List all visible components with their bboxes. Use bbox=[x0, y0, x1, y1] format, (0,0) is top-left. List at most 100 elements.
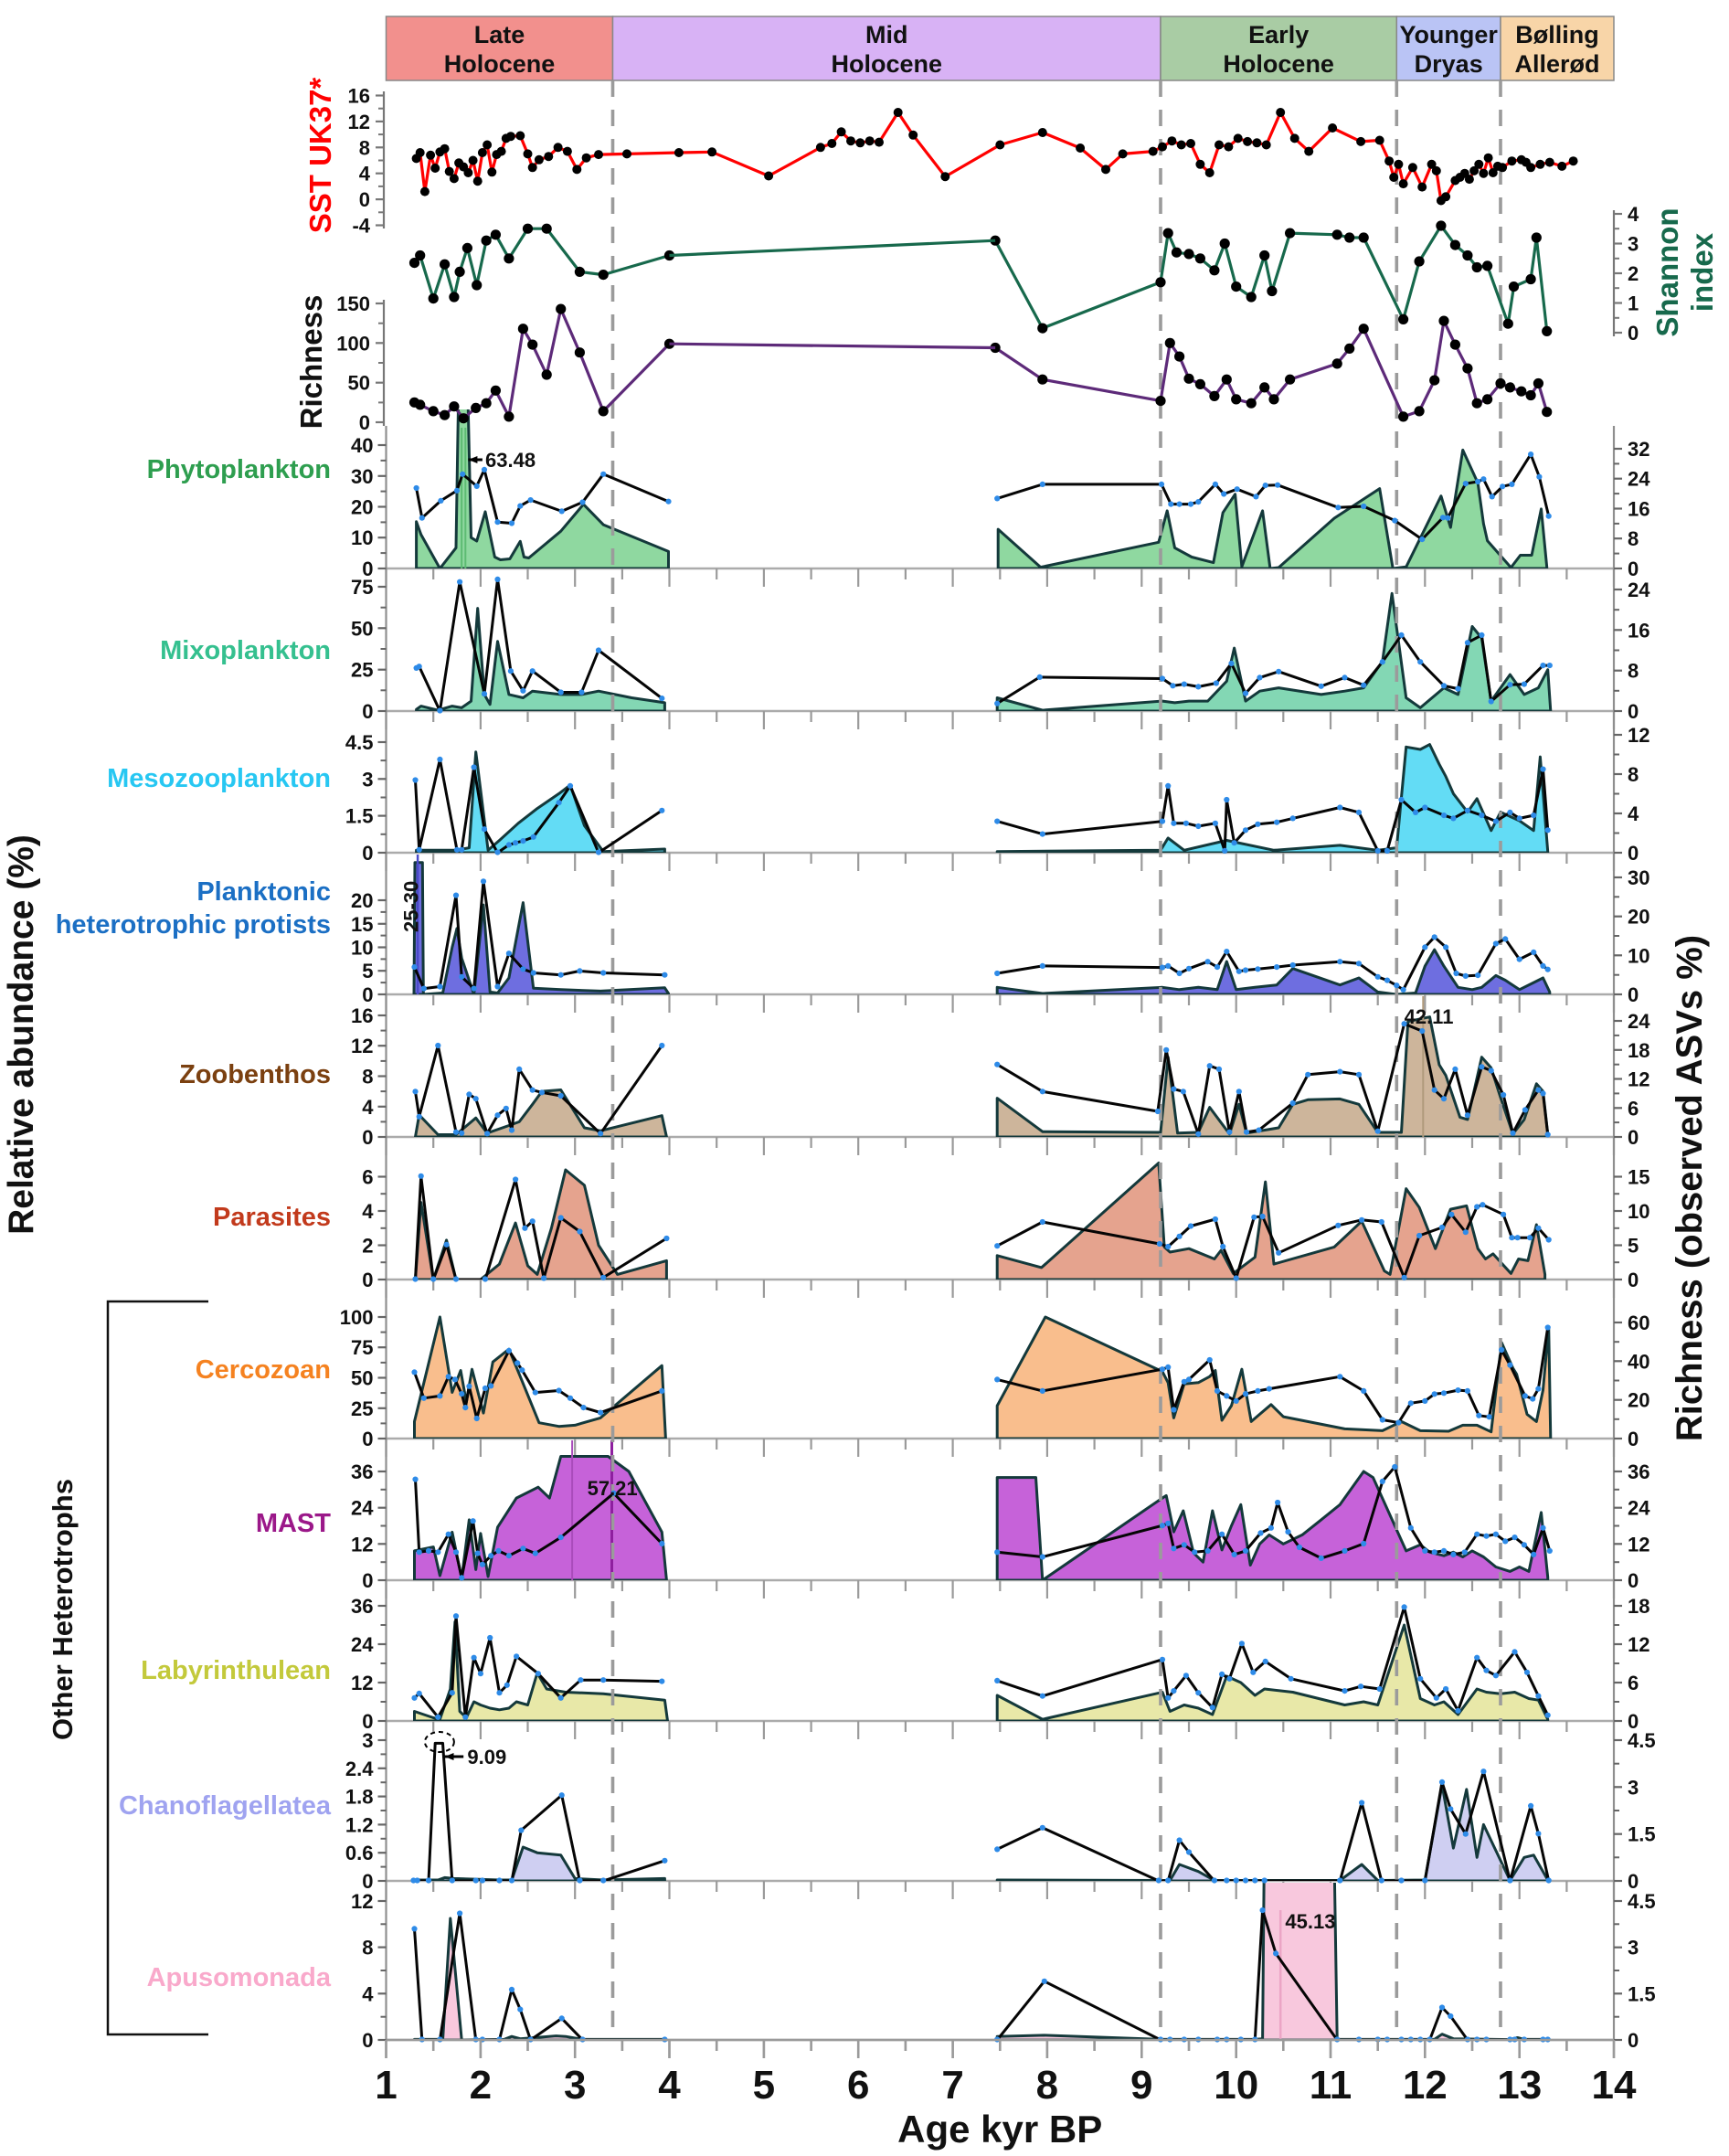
svg-text:Richness (observed ASVs %): Richness (observed ASVs %) bbox=[1670, 935, 1710, 1441]
svg-text:12: 12 bbox=[1403, 2063, 1448, 2108]
svg-text:50: 50 bbox=[351, 617, 373, 640]
svg-text:Late: Late bbox=[474, 21, 525, 48]
svg-text:24: 24 bbox=[351, 1497, 374, 1520]
svg-text:15: 15 bbox=[1628, 1166, 1649, 1189]
svg-text:1.5: 1.5 bbox=[1628, 1823, 1656, 1846]
svg-text:-4: -4 bbox=[352, 215, 370, 238]
svg-text:4: 4 bbox=[362, 1096, 374, 1119]
svg-text:4: 4 bbox=[362, 1982, 374, 2005]
svg-text:Chanoflagellatea: Chanoflagellatea bbox=[119, 1791, 332, 1821]
svg-text:8: 8 bbox=[1036, 2063, 1058, 2108]
svg-text:24: 24 bbox=[1628, 468, 1650, 491]
svg-text:1.5: 1.5 bbox=[1628, 1982, 1656, 2005]
svg-text:5: 5 bbox=[362, 960, 373, 982]
svg-text:3: 3 bbox=[362, 768, 373, 791]
svg-text:45.13: 45.13 bbox=[1285, 1910, 1335, 1933]
svg-text:6: 6 bbox=[847, 2063, 869, 2108]
svg-text:Holocene: Holocene bbox=[832, 50, 943, 78]
svg-text:20: 20 bbox=[351, 496, 373, 519]
svg-text:57.21: 57.21 bbox=[588, 1477, 638, 1500]
svg-text:MAST: MAST bbox=[256, 1509, 331, 1538]
svg-text:0: 0 bbox=[1628, 2029, 1639, 2052]
svg-text:12: 12 bbox=[1628, 1533, 1649, 1556]
svg-text:1.8: 1.8 bbox=[345, 1786, 374, 1809]
svg-text:11: 11 bbox=[1310, 2063, 1352, 2108]
svg-text:10: 10 bbox=[1628, 1200, 1649, 1223]
svg-text:Mesozooplankton: Mesozooplankton bbox=[107, 764, 331, 793]
svg-text:Planktonic: Planktonic bbox=[196, 877, 331, 907]
svg-text:Apusomonada: Apusomonada bbox=[147, 1963, 332, 1992]
svg-text:0: 0 bbox=[359, 188, 370, 211]
svg-text:0: 0 bbox=[1628, 700, 1639, 723]
svg-text:32: 32 bbox=[1628, 438, 1649, 461]
svg-text:0: 0 bbox=[1628, 1710, 1639, 1733]
svg-text:Mixoplankton: Mixoplankton bbox=[160, 636, 331, 665]
svg-text:0: 0 bbox=[1628, 322, 1639, 345]
svg-text:Mid: Mid bbox=[865, 21, 908, 48]
svg-text:15: 15 bbox=[351, 913, 373, 936]
svg-text:6: 6 bbox=[362, 1166, 373, 1189]
svg-text:heterotrophic protists: heterotrophic protists bbox=[56, 910, 331, 940]
svg-text:13: 13 bbox=[1497, 2063, 1542, 2108]
svg-text:18: 18 bbox=[1628, 1595, 1649, 1618]
svg-text:1.5: 1.5 bbox=[345, 805, 374, 828]
svg-text:8: 8 bbox=[1628, 763, 1639, 786]
svg-text:0: 0 bbox=[362, 1569, 373, 1592]
svg-text:12: 12 bbox=[348, 111, 370, 133]
svg-text:3: 3 bbox=[1628, 1937, 1639, 1960]
svg-text:0: 0 bbox=[362, 700, 373, 723]
svg-text:0: 0 bbox=[362, 983, 373, 1006]
svg-text:2: 2 bbox=[362, 1235, 373, 1258]
svg-text:0: 0 bbox=[359, 411, 370, 434]
svg-text:12: 12 bbox=[351, 1672, 373, 1694]
svg-text:Dryas: Dryas bbox=[1415, 50, 1483, 78]
svg-text:Shannon: Shannon bbox=[1650, 207, 1684, 336]
svg-text:42.11: 42.11 bbox=[1405, 1005, 1454, 1028]
svg-text:0: 0 bbox=[1628, 1269, 1639, 1291]
svg-text:7: 7 bbox=[941, 2063, 963, 2108]
svg-text:0: 0 bbox=[362, 842, 373, 865]
svg-text:8: 8 bbox=[362, 1066, 373, 1089]
svg-text:Other Heterotrophs: Other Heterotrophs bbox=[47, 1479, 79, 1740]
svg-text:60: 60 bbox=[1628, 1312, 1649, 1334]
svg-text:Relative abundance (%): Relative abundance (%) bbox=[2, 834, 41, 1235]
svg-text:0: 0 bbox=[362, 1428, 373, 1450]
svg-text:1: 1 bbox=[375, 2063, 397, 2108]
svg-text:0: 0 bbox=[1628, 1428, 1639, 1450]
svg-text:0: 0 bbox=[362, 558, 373, 580]
svg-text:8: 8 bbox=[1628, 527, 1639, 550]
svg-text:Holocene: Holocene bbox=[444, 50, 556, 78]
svg-text:36: 36 bbox=[351, 1595, 373, 1618]
svg-text:4: 4 bbox=[362, 1200, 374, 1223]
svg-text:Cercozoan: Cercozoan bbox=[196, 1355, 331, 1385]
svg-text:10: 10 bbox=[351, 937, 373, 960]
svg-text:30: 30 bbox=[1628, 866, 1649, 889]
svg-text:Labyrinthulean: Labyrinthulean bbox=[141, 1656, 331, 1685]
svg-text:40: 40 bbox=[351, 434, 373, 457]
svg-text:24: 24 bbox=[1628, 1497, 1650, 1520]
svg-text:Richness: Richness bbox=[294, 295, 328, 430]
svg-text:5: 5 bbox=[753, 2063, 775, 2108]
svg-text:3: 3 bbox=[1628, 1776, 1639, 1799]
svg-text:12: 12 bbox=[351, 1890, 373, 1913]
svg-text:0.6: 0.6 bbox=[345, 1842, 374, 1864]
svg-text:Age kyr BP: Age kyr BP bbox=[897, 2108, 1102, 2151]
svg-text:16: 16 bbox=[1628, 619, 1649, 642]
svg-text:10: 10 bbox=[351, 526, 373, 549]
svg-text:0: 0 bbox=[362, 1126, 373, 1149]
svg-text:18: 18 bbox=[1628, 1039, 1649, 1062]
svg-text:2: 2 bbox=[470, 2063, 492, 2108]
svg-text:4: 4 bbox=[1628, 802, 1639, 825]
svg-text:3: 3 bbox=[564, 2063, 586, 2108]
svg-text:2.4: 2.4 bbox=[345, 1758, 374, 1780]
svg-text:SST UK37*: SST UK37* bbox=[303, 78, 337, 234]
svg-text:16: 16 bbox=[348, 85, 370, 108]
svg-text:25: 25 bbox=[351, 1397, 373, 1420]
svg-text:20: 20 bbox=[351, 889, 373, 912]
svg-text:Holocene: Holocene bbox=[1223, 50, 1334, 78]
svg-text:Bølling: Bølling bbox=[1515, 21, 1598, 48]
svg-text:0: 0 bbox=[362, 1870, 373, 1893]
svg-text:0: 0 bbox=[1628, 1126, 1639, 1149]
svg-text:10: 10 bbox=[1214, 2063, 1258, 2108]
svg-text:0: 0 bbox=[1628, 983, 1639, 1006]
